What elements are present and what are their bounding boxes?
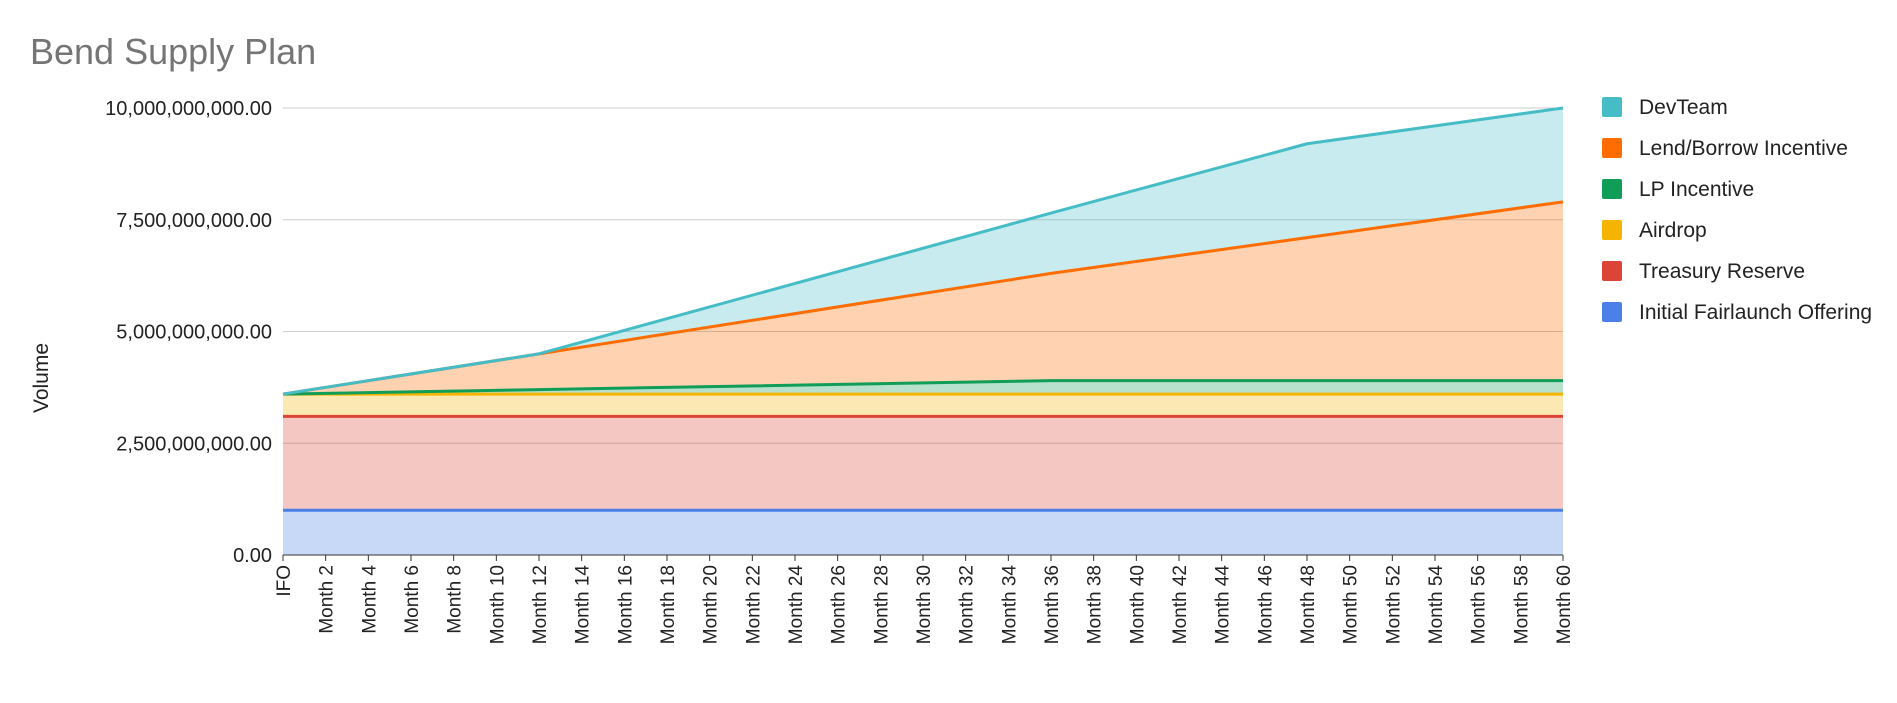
y-axis: 0.00 2,500,000,000.00 5,000,000,000.00 7,50…	[105, 98, 272, 567]
area-devteam	[283, 108, 1563, 395]
area-lp-incentive	[283, 380, 1563, 395]
legend-swatch	[1602, 261, 1622, 281]
y-tick-label: 2,500,000,000.00	[116, 433, 272, 455]
legend-label: Treasury Reserve	[1639, 260, 1805, 283]
x-tick-label: Month 48	[1298, 565, 1319, 644]
legend-swatch	[1602, 179, 1622, 199]
x-tick-label: Month 28	[871, 565, 892, 644]
x-tick-label: Month 10	[487, 565, 508, 644]
x-tick-label: Month 22	[743, 565, 764, 644]
y-tick-label: 7,500,000,000.00	[116, 210, 272, 232]
x-tick-label: Month 54	[1426, 565, 1447, 645]
chart-areas	[283, 108, 1563, 555]
x-tick-label: Month 50	[1341, 565, 1362, 644]
x-tick-label: Month 26	[829, 565, 850, 644]
area-lend-borrow-incentive	[283, 201, 1563, 395]
x-tick-label: Month 44	[1213, 565, 1234, 645]
x-tick-label: IFO	[274, 565, 295, 597]
legend-swatch	[1602, 220, 1622, 240]
area-treasury-reserve	[283, 416, 1563, 511]
line-devteam	[282, 106, 1564, 396]
legend-label: Initial Fairlaunch Offering	[1639, 301, 1872, 324]
area-initial-fairlaunch-offering	[283, 510, 1563, 555]
y-axis-label: Volume	[30, 343, 53, 413]
x-tick-label: Month 60	[1554, 565, 1575, 644]
legend-swatch	[1602, 302, 1622, 322]
legend-label: DevTeam	[1639, 96, 1728, 119]
chart-legend: DevTeam Lend/Borrow Incentive LP Incentive…	[1602, 96, 1872, 324]
y-tick-label: 5,000,000,000.00	[116, 322, 272, 344]
x-tick-label: Month 12	[530, 565, 551, 644]
x-tick-label: Month 40	[1127, 565, 1148, 644]
x-tick-label: Month 4	[359, 565, 380, 634]
x-tick-label: Month 30	[914, 565, 935, 644]
x-tick-label: Month 46	[1255, 565, 1276, 644]
x-tick-label: Month 2	[317, 565, 338, 634]
area-airdrop	[283, 394, 1563, 417]
x-tick-label: Month 24	[786, 565, 807, 645]
line-lp-incentive	[282, 379, 1563, 396]
x-tick-label: Month 42	[1170, 565, 1191, 644]
chart-title: Bend Supply Plan	[30, 31, 316, 72]
y-tick-label: 10,000,000,000.00	[105, 98, 272, 120]
x-tick-label: Month 8	[445, 565, 466, 634]
legend-label: LP Incentive	[1639, 178, 1754, 201]
x-tick-label: Month 32	[957, 565, 978, 644]
x-axis: IFO Month 2 Month 4 Month 6 Month 8 Month 10 M…	[274, 554, 1575, 645]
x-tick-label: Month 38	[1085, 565, 1106, 644]
legend-swatch	[1602, 97, 1622, 117]
chart-lines	[282, 106, 1564, 512]
x-tick-label: Month 36	[1042, 565, 1063, 644]
x-tick-label: Month 14	[573, 565, 594, 645]
y-tick-label: 0.00	[233, 545, 272, 567]
x-tick-label: Month 58	[1511, 565, 1532, 644]
chart-gridlines	[283, 107, 1563, 444]
legend-label: Airdrop	[1639, 219, 1707, 242]
x-tick-label: Month 16	[615, 565, 636, 644]
legend-swatch	[1602, 138, 1622, 158]
x-tick-label: Month 20	[701, 565, 722, 644]
x-tick-label: Month 6	[402, 565, 423, 634]
x-tick-label: Month 56	[1469, 565, 1490, 644]
x-tick-label: Month 34	[999, 565, 1020, 645]
x-tick-label: Month 52	[1383, 565, 1404, 644]
x-tick-label: Month 18	[658, 565, 679, 644]
legend-label: Lend/Borrow Incentive	[1639, 137, 1848, 160]
